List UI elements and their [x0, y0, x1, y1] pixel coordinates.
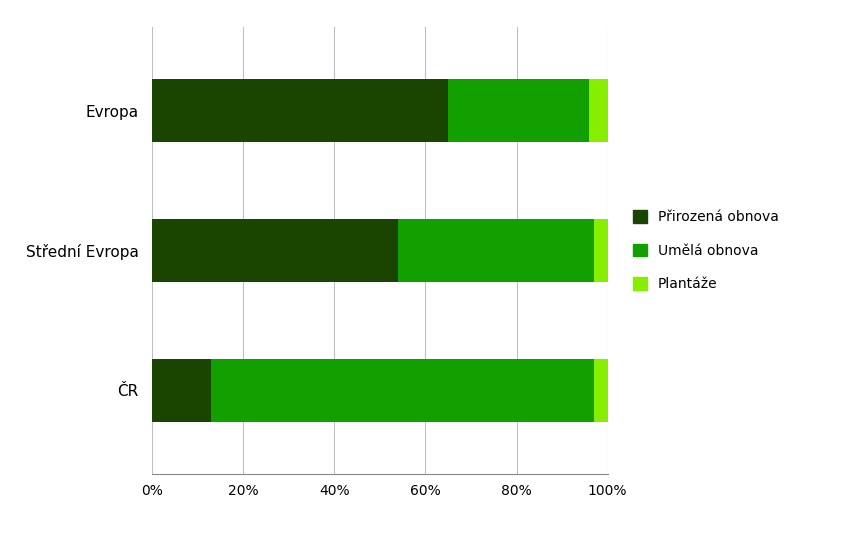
Bar [152, 359, 211, 422]
Bar [594, 359, 608, 422]
Bar [448, 79, 589, 142]
Bar [398, 219, 594, 282]
Bar [589, 79, 608, 142]
Bar [594, 219, 608, 282]
Legend: Přirozená obnova, Umělá obnova, Plantáže: Přirozená obnova, Umělá obnova, Plantáže [633, 210, 779, 291]
Bar [152, 219, 398, 282]
Bar [152, 79, 448, 142]
Bar [211, 359, 594, 422]
